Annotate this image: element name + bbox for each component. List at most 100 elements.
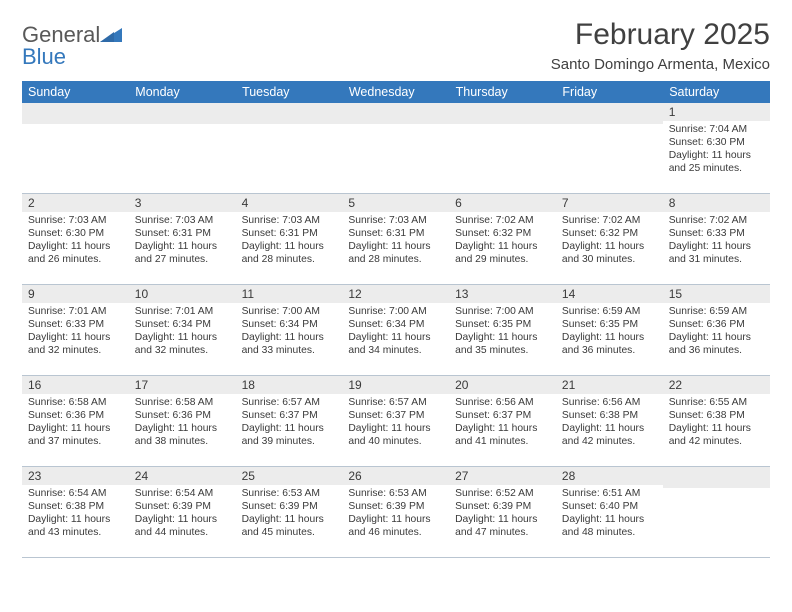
day-details: Sunrise: 7:02 AMSunset: 6:33 PMDaylight:…: [663, 212, 770, 270]
day-number: 14: [556, 285, 663, 303]
day-details: Sunrise: 6:54 AMSunset: 6:39 PMDaylight:…: [129, 485, 236, 543]
sunrise-line: Sunrise: 7:00 AM: [455, 306, 550, 319]
day-number: 23: [22, 467, 129, 485]
day-number: 1: [663, 103, 770, 121]
day-number: 3: [129, 194, 236, 212]
daylight-line: Daylight: 11 hours and 31 minutes.: [669, 241, 764, 267]
daylight-line: Daylight: 11 hours and 26 minutes.: [28, 241, 123, 267]
calendar-day-cell: [449, 103, 556, 194]
daylight-line: Daylight: 11 hours and 41 minutes.: [455, 423, 550, 449]
sunrise-line: Sunrise: 6:56 AM: [455, 397, 550, 410]
header-bar: GeneralBlue February 2025 Santo Domingo …: [22, 18, 770, 81]
day-number: 11: [236, 285, 343, 303]
calendar-day-cell: 15Sunrise: 6:59 AMSunset: 6:36 PMDayligh…: [663, 285, 770, 376]
calendar-day-cell: 19Sunrise: 6:57 AMSunset: 6:37 PMDayligh…: [342, 376, 449, 467]
sunrise-line: Sunrise: 7:02 AM: [562, 215, 657, 228]
day-number: 9: [22, 285, 129, 303]
sunset-line: Sunset: 6:39 PM: [455, 501, 550, 514]
weekday-header: Monday: [129, 81, 236, 103]
sunrise-line: Sunrise: 7:04 AM: [669, 124, 764, 137]
sunrise-line: Sunrise: 7:03 AM: [348, 215, 443, 228]
day-number: 7: [556, 194, 663, 212]
daylight-line: Daylight: 11 hours and 25 minutes.: [669, 150, 764, 176]
sunset-line: Sunset: 6:33 PM: [669, 228, 764, 241]
day-details: Sunrise: 6:56 AMSunset: 6:38 PMDaylight:…: [556, 394, 663, 452]
brand-word-2: Blue: [22, 44, 66, 69]
sunset-line: Sunset: 6:31 PM: [242, 228, 337, 241]
day-number: 12: [342, 285, 449, 303]
calendar-day-cell: 1 Sunrise: 7:04 AMSunset: 6:30 PMDaylight…: [663, 103, 770, 194]
calendar-day-cell: 16Sunrise: 6:58 AMSunset: 6:36 PMDayligh…: [22, 376, 129, 467]
daylight-line: Daylight: 11 hours and 34 minutes.: [348, 332, 443, 358]
daylight-line: Daylight: 11 hours and 29 minutes.: [455, 241, 550, 267]
day-details: Sunrise: 6:57 AMSunset: 6:37 PMDaylight:…: [342, 394, 449, 452]
sunset-line: Sunset: 6:36 PM: [28, 410, 123, 423]
sunset-line: Sunset: 6:38 PM: [669, 410, 764, 423]
day-number: 28: [556, 467, 663, 485]
sunrise-line: Sunrise: 7:01 AM: [28, 306, 123, 319]
daylight-line: Daylight: 11 hours and 32 minutes.: [135, 332, 230, 358]
sunrise-line: Sunrise: 6:58 AM: [135, 397, 230, 410]
calendar-day-cell: 24Sunrise: 6:54 AMSunset: 6:39 PMDayligh…: [129, 467, 236, 558]
calendar-day-cell: 11Sunrise: 7:00 AMSunset: 6:34 PMDayligh…: [236, 285, 343, 376]
calendar-week-row: 16Sunrise: 6:58 AMSunset: 6:36 PMDayligh…: [22, 376, 770, 467]
day-details: Sunrise: 7:00 AMSunset: 6:34 PMDaylight:…: [342, 303, 449, 361]
daylight-line: Daylight: 11 hours and 43 minutes.: [28, 514, 123, 540]
day-details: Sunrise: 6:58 AMSunset: 6:36 PMDaylight:…: [22, 394, 129, 452]
sunset-line: Sunset: 6:30 PM: [669, 137, 764, 150]
daylight-line: Daylight: 11 hours and 33 minutes.: [242, 332, 337, 358]
day-details: Sunrise: 7:02 AMSunset: 6:32 PMDaylight:…: [449, 212, 556, 270]
day-number: 13: [449, 285, 556, 303]
sunrise-line: Sunrise: 6:53 AM: [242, 488, 337, 501]
sunset-line: Sunset: 6:32 PM: [455, 228, 550, 241]
calendar-day-cell: 12Sunrise: 7:00 AMSunset: 6:34 PMDayligh…: [342, 285, 449, 376]
day-number: 17: [129, 376, 236, 394]
daylight-line: Daylight: 11 hours and 47 minutes.: [455, 514, 550, 540]
day-number: 10: [129, 285, 236, 303]
sunset-line: Sunset: 6:33 PM: [28, 319, 123, 332]
daylight-line: Daylight: 11 hours and 27 minutes.: [135, 241, 230, 267]
calendar-day-cell: 18Sunrise: 6:57 AMSunset: 6:37 PMDayligh…: [236, 376, 343, 467]
day-number: [342, 103, 449, 124]
daylight-line: Daylight: 11 hours and 36 minutes.: [562, 332, 657, 358]
day-details: Sunrise: 6:51 AMSunset: 6:40 PMDaylight:…: [556, 485, 663, 543]
sunset-line: Sunset: 6:35 PM: [562, 319, 657, 332]
day-details: Sunrise: 6:59 AMSunset: 6:35 PMDaylight:…: [556, 303, 663, 361]
day-details: Sunrise: 6:53 AMSunset: 6:39 PMDaylight:…: [236, 485, 343, 543]
weekday-header: Sunday: [22, 81, 129, 103]
day-details: Sunrise: 7:00 AMSunset: 6:34 PMDaylight:…: [236, 303, 343, 361]
day-details: Sunrise: 6:53 AMSunset: 6:39 PMDaylight:…: [342, 485, 449, 543]
weekday-header: Wednesday: [342, 81, 449, 103]
sunset-line: Sunset: 6:34 PM: [135, 319, 230, 332]
sunrise-line: Sunrise: 6:51 AM: [562, 488, 657, 501]
sunrise-line: Sunrise: 7:03 AM: [135, 215, 230, 228]
day-details: Sunrise: 6:59 AMSunset: 6:36 PMDaylight:…: [663, 303, 770, 361]
sunset-line: Sunset: 6:39 PM: [348, 501, 443, 514]
sunrise-line: Sunrise: 6:57 AM: [242, 397, 337, 410]
day-details: Sunrise: 7:01 AMSunset: 6:34 PMDaylight:…: [129, 303, 236, 361]
sunset-line: Sunset: 6:37 PM: [242, 410, 337, 423]
day-details: Sunrise: 7:02 AMSunset: 6:32 PMDaylight:…: [556, 212, 663, 270]
daylight-line: Daylight: 11 hours and 48 minutes.: [562, 514, 657, 540]
brand-logo: GeneralBlue: [22, 24, 122, 68]
sunset-line: Sunset: 6:37 PM: [455, 410, 550, 423]
calendar-week-row: 9 Sunrise: 7:01 AMSunset: 6:33 PM Daylight…: [22, 285, 770, 376]
calendar-day-cell: 3 Sunrise: 7:03 AMSunset: 6:31 PMDaylight…: [129, 194, 236, 285]
daylight-line: Daylight: 11 hours and 28 minutes.: [348, 241, 443, 267]
sunrise-line: Sunrise: 6:53 AM: [348, 488, 443, 501]
calendar-day-cell: 23Sunrise: 6:54 AMSunset: 6:38 PMDayligh…: [22, 467, 129, 558]
calendar-day-cell: [236, 103, 343, 194]
sunset-line: Sunset: 6:39 PM: [242, 501, 337, 514]
daylight-line: Daylight: 11 hours and 28 minutes.: [242, 241, 337, 267]
calendar-day-cell: 17Sunrise: 6:58 AMSunset: 6:36 PMDayligh…: [129, 376, 236, 467]
day-details: Sunrise: 7:03 AMSunset: 6:30 PMDaylight:…: [22, 212, 129, 270]
sunset-line: Sunset: 6:34 PM: [242, 319, 337, 332]
sunset-line: Sunset: 6:38 PM: [562, 410, 657, 423]
sunset-line: Sunset: 6:40 PM: [562, 501, 657, 514]
day-number: 8: [663, 194, 770, 212]
daylight-line: Daylight: 11 hours and 42 minutes.: [669, 423, 764, 449]
sunset-line: Sunset: 6:39 PM: [135, 501, 230, 514]
day-details: Sunrise: 7:00 AMSunset: 6:35 PMDaylight:…: [449, 303, 556, 361]
sunrise-line: Sunrise: 7:03 AM: [242, 215, 337, 228]
sunset-line: Sunset: 6:31 PM: [135, 228, 230, 241]
